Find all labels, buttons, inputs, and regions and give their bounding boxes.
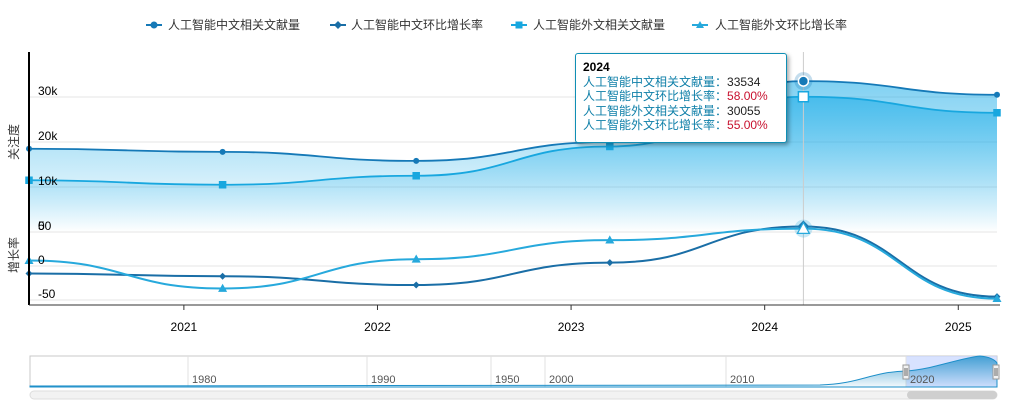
series-lines: [28, 80, 998, 300]
tooltip-row: 人工智能中文环比增长率：58.00%: [583, 89, 780, 104]
navigator[interactable]: 1980 1990 1950 2000 2010 2020: [29, 355, 1000, 388]
legend-label-cn-volume: 人工智能中文相关文献量: [168, 17, 300, 32]
navigator-handle-left[interactable]: [902, 364, 910, 380]
y-axis-title-growth: 增长率: [6, 237, 21, 273]
legend-item-cn-volume[interactable]: 人工智能中文相关文献量: [146, 17, 300, 32]
data-point[interactable]: [218, 283, 228, 292]
y-tick-label: -50: [38, 287, 56, 301]
series-line[interactable]: [28, 80, 998, 162]
tooltip-series-name: 人工智能中文环比增长率：: [583, 89, 728, 103]
y-tick-label: 30k: [38, 84, 58, 98]
scrollbar[interactable]: [29, 390, 998, 400]
tooltip-row: 人工智能中文相关文献量：33534: [583, 75, 780, 90]
navigator-labels: 1980 1990 1950 2000 2010 2020: [192, 374, 934, 386]
legend-label-foreign-growth: 人工智能外文环比增长率: [715, 17, 847, 32]
data-point[interactable]: [411, 254, 421, 263]
tooltip: 2024 人工智能中文相关文献量：33534 人工智能中文环比增长率：58.00…: [575, 53, 787, 143]
navigator-label: 1990: [371, 374, 395, 386]
tooltip-row: 人工智能外文环比增长率：55.00%: [583, 118, 780, 133]
area-fills: [29, 81, 997, 232]
series-line[interactable]: [28, 95, 998, 186]
data-point[interactable]: [413, 157, 420, 164]
data-point[interactable]: [994, 91, 1000, 98]
x-tick-label: 2022: [364, 320, 391, 334]
tooltip-value: 30055: [727, 103, 761, 118]
data-point[interactable]: [605, 235, 615, 244]
tooltip-row: 人工智能外文相关文献量：30055: [583, 104, 780, 119]
legend-label-cn-growth: 人工智能中文环比增长率: [351, 17, 483, 32]
navigator-frame: [29, 355, 998, 388]
series-line[interactable]: [28, 225, 998, 298]
tooltip-value: 55.00%: [727, 118, 768, 132]
tooltip-series-name: 人工智能外文环比增长率：: [583, 118, 728, 132]
legend-item-cn-growth[interactable]: 人工智能中文环比增长率: [330, 17, 483, 32]
navigator-area: [29, 355, 998, 388]
data-point[interactable]: [412, 172, 420, 180]
series-line[interactable]: [28, 227, 998, 300]
scrollbar-track[interactable]: [29, 390, 998, 400]
x-tick-label: 2024: [751, 320, 778, 334]
navigator-label: 1950: [495, 374, 519, 386]
data-point[interactable]: [218, 181, 227, 189]
scrollbar-thumb[interactable]: [907, 391, 997, 399]
data-point[interactable]: [606, 259, 614, 267]
tooltip-series-name: 人工智能外文相关文献量：: [583, 103, 728, 118]
y-tick-label: 50: [38, 219, 52, 233]
data-point[interactable]: [796, 221, 811, 234]
data-point[interactable]: [606, 142, 614, 151]
series-markers: [24, 72, 1002, 303]
legend-item-foreign-volume[interactable]: 人工智能外文相关文献量: [511, 17, 665, 32]
tooltip-series-name: 人工智能中文相关文献量：: [583, 74, 728, 89]
y-tick-label: 0: [38, 253, 45, 267]
x-tick-label: 2025: [945, 320, 972, 334]
x-tick-labels: 2021 2022 2023 2024 2025: [171, 305, 972, 334]
data-point[interactable]: [412, 281, 420, 289]
data-point[interactable]: [797, 75, 810, 87]
tooltip-value: 33534: [727, 74, 761, 89]
x-tick-label: 2021: [171, 320, 198, 334]
data-point[interactable]: [797, 91, 810, 103]
navigator-label: 2010: [730, 374, 754, 386]
x-tick-label: 2023: [558, 320, 585, 334]
data-point[interactable]: [219, 272, 227, 280]
tooltip-title: 2024: [583, 60, 610, 74]
legend-item-foreign-growth[interactable]: 人工智能外文环比增长率: [692, 17, 847, 32]
y-tick-label: 0: [38, 219, 45, 233]
navigator-label: 2000: [549, 374, 573, 386]
data-point[interactable]: [992, 293, 1002, 303]
navigator-label: 1980: [192, 374, 216, 386]
y-tick-label: 20k: [38, 129, 58, 143]
y-axis-title-volume: 关注度: [6, 124, 21, 160]
tooltip-value: 58.00%: [727, 89, 768, 103]
legend: 人工智能中文相关文献量 人工智能中文环比增长率 人工智能外文相关文献量 人工智能…: [146, 17, 847, 32]
navigator-handle-right[interactable]: [992, 364, 1000, 380]
navigator-label: 2020: [910, 374, 934, 386]
legend-label-foreign-volume: 人工智能外文相关文献量: [533, 17, 665, 32]
data-point[interactable]: [993, 109, 1001, 117]
data-point[interactable]: [219, 148, 226, 155]
y-tick-label: 10k: [38, 174, 58, 188]
